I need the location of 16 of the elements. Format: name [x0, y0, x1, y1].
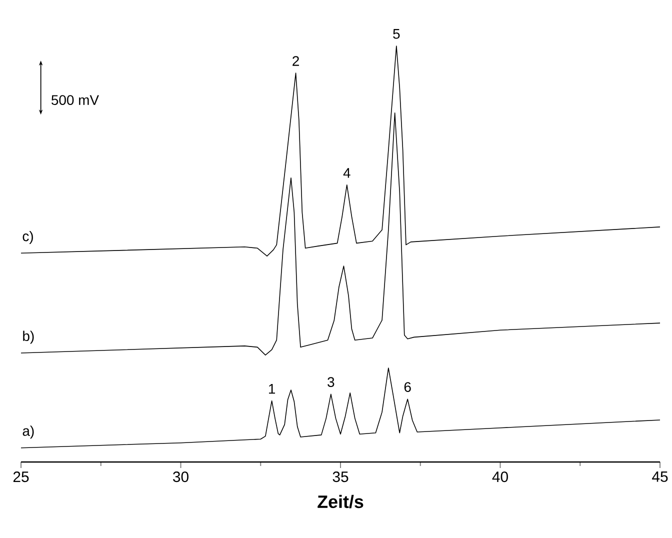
x-tick-label: 25 — [13, 472, 29, 482]
annotation: 4 — [343, 168, 350, 178]
annotation: 3 — [328, 377, 334, 387]
x-tick-label: 35 — [332, 472, 348, 482]
annotation: 6 — [404, 382, 411, 392]
x-axis-title: Zeit/s — [318, 494, 364, 508]
series-label: b) — [23, 330, 34, 344]
annotation: 5 — [393, 29, 400, 39]
x-tick-label: 30 — [173, 472, 188, 482]
series-label: c) — [22, 230, 33, 244]
annotation: 1 — [269, 384, 276, 394]
annotation: 2 — [292, 56, 299, 66]
annotation: 500 mV — [52, 95, 99, 106]
x-tick-label: 40 — [492, 472, 508, 482]
x-tick-label: 45 — [652, 472, 668, 482]
series-label: a) — [22, 426, 34, 439]
